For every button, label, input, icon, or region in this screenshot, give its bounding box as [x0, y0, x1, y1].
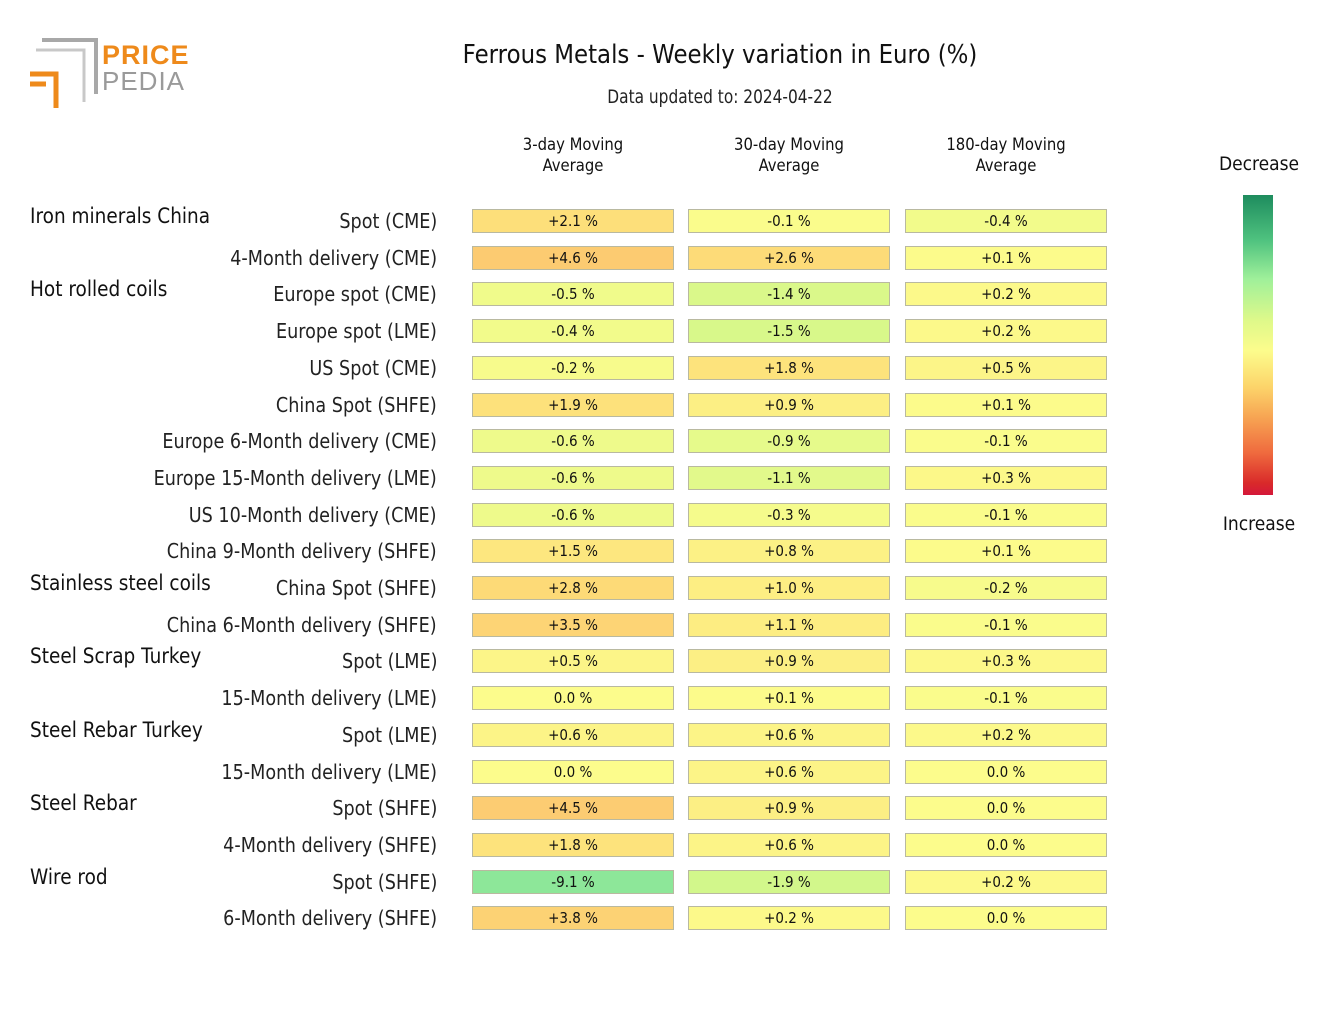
row-label: US Spot (CME): [309, 355, 437, 380]
row-label: Europe spot (CME): [273, 282, 437, 307]
heatmap-cell: +0.6 %: [688, 722, 890, 747]
heatmap-cell: +4.6 %: [472, 245, 674, 270]
heatmap-cell: +1.0 %: [688, 576, 890, 600]
heatmap-cell: +1.1 %: [688, 612, 890, 637]
heatmap-cell: -1.9 %: [688, 869, 890, 894]
heatmap-cell: +4.5 %: [472, 796, 674, 821]
group-label: Wire rod: [30, 864, 108, 889]
row-label: Spot (LME): [341, 722, 437, 747]
heatmap-cell: +0.9 %: [688, 392, 890, 417]
heatmap-cell: +0.5 %: [905, 355, 1107, 380]
heatmap-cell: 0.0 %: [905, 796, 1107, 821]
heatmap-cell: +0.1 %: [905, 392, 1107, 417]
heatmap-cell: -0.1 %: [905, 612, 1107, 637]
row-label: Spot (CME): [339, 209, 437, 233]
logo-word-price: PRICE: [102, 40, 190, 70]
group-label: Iron minerals China: [30, 204, 211, 228]
heatmap-cell: +2.1 %: [472, 209, 674, 233]
heatmap-cell: +2.6 %: [688, 245, 890, 270]
legend-increase-label: Increase: [1222, 513, 1296, 535]
group-label: Stainless steel coils: [30, 571, 211, 595]
heatmap-cell: +0.1 %: [905, 245, 1107, 270]
heatmap-cell: 0.0 %: [472, 759, 674, 784]
heatmap-cell: -0.9 %: [688, 429, 890, 454]
row-label: Spot (SHFE): [332, 796, 437, 821]
row-label: 6-Month delivery (SHFE): [223, 906, 437, 931]
heatmap-cell: +0.2 %: [905, 282, 1107, 307]
heatmap-cell: -0.6 %: [472, 429, 674, 454]
chart-subtitle: Data updated to: 2024-04-22: [607, 86, 833, 108]
heatmap-cell: +0.5 %: [472, 649, 674, 674]
heatmap-cell: +0.2 %: [905, 869, 1107, 894]
heatmap-cell: +3.5 %: [472, 612, 674, 637]
heatmap-cell: -0.6 %: [472, 465, 674, 490]
row-label: China 6-Month delivery (SHFE): [167, 612, 437, 637]
row-label: Europe spot (LME): [276, 319, 437, 344]
heatmap-cell: -1.1 %: [688, 465, 890, 490]
heatmap-cell: 0.0 %: [472, 686, 674, 711]
row-label: China Spot (SHFE): [276, 576, 437, 600]
pricepedia-logo-icon: [30, 38, 98, 108]
heatmap-cell: +0.1 %: [688, 686, 890, 711]
heatmap-cell: -0.4 %: [472, 319, 674, 344]
group-label: Steel Scrap Turkey: [30, 644, 202, 669]
heatmap-cell: +0.9 %: [688, 796, 890, 821]
heatmap-cell: +1.8 %: [472, 832, 674, 857]
row-label: Spot (LME): [341, 649, 437, 674]
heatmap-cell: -0.6 %: [472, 502, 674, 527]
legend-decrease-label: Decrease: [1218, 153, 1300, 175]
heatmap-cell: +0.3 %: [905, 649, 1107, 674]
heatmap-cell: -1.4 %: [688, 282, 890, 307]
heatmap-cell: +0.2 %: [905, 319, 1107, 344]
group-label: Steel Rebar Turkey: [30, 717, 203, 742]
heatmap-cell: -0.1 %: [905, 429, 1107, 454]
logo-word-pedia: PEDIA: [102, 66, 186, 96]
heatmap-cell: +0.2 %: [905, 722, 1107, 747]
heatmap-cell: -0.1 %: [905, 502, 1107, 527]
heatmap-cell: -1.5 %: [688, 319, 890, 344]
heatmap-cell: +0.2 %: [688, 906, 890, 931]
heatmap-cell: 0.0 %: [905, 759, 1107, 784]
heatmap-cell: +0.3 %: [905, 465, 1107, 490]
chart-title: Ferrous Metals - Weekly variation in Eur…: [462, 40, 978, 70]
pricepedia-logo: PRICE PEDIA: [28, 36, 190, 112]
heatmap-cell: -0.5 %: [472, 282, 674, 307]
row-label: 15-Month delivery (LME): [221, 759, 437, 784]
heatmap-cell: -0.4 %: [905, 209, 1107, 233]
row-label: Europe 6-Month delivery (CME): [162, 429, 437, 454]
heatmap-cell: -0.1 %: [688, 209, 890, 233]
row-label: China Spot (SHFE): [276, 392, 437, 417]
heatmap-cell: -0.2 %: [472, 355, 674, 380]
heatmap-cell: +0.8 %: [688, 539, 890, 564]
heatmap-cell: +1.5 %: [472, 539, 674, 564]
heatmap-cell: -0.3 %: [688, 502, 890, 527]
heatmap-cell: +0.6 %: [688, 832, 890, 857]
row-label: US 10-Month delivery (CME): [189, 502, 437, 527]
heatmap-cell: -9.1 %: [472, 869, 674, 894]
heatmap-cell: +0.6 %: [688, 759, 890, 784]
heatmap-cell: +0.1 %: [905, 539, 1107, 564]
heatmap-cell: +0.6 %: [472, 722, 674, 747]
heatmap-cell: +2.8 %: [472, 576, 674, 600]
heatmap-cell: +1.8 %: [688, 355, 890, 380]
row-label: Spot (SHFE): [332, 869, 437, 894]
group-label: Steel Rebar: [30, 791, 137, 816]
heatmap-cell: +0.9 %: [688, 649, 890, 674]
row-label: 4-Month delivery (CME): [230, 245, 437, 270]
heatmap-cell: 0.0 %: [905, 906, 1107, 931]
legend-color-scale: [1243, 195, 1273, 495]
heatmap-cell: -0.1 %: [905, 686, 1107, 711]
row-label: 15-Month delivery (LME): [221, 686, 437, 711]
column-header: 30-day Moving Average: [734, 135, 844, 175]
heatmap-cell: 0.0 %: [905, 832, 1107, 857]
row-label: Europe 15-Month delivery (LME): [153, 465, 437, 490]
heatmap-cell: +3.8 %: [472, 906, 674, 931]
row-label: 4-Month delivery (SHFE): [223, 832, 437, 857]
column-header: 3-day Moving Average: [522, 135, 624, 175]
heatmap-cell: -0.2 %: [905, 576, 1107, 600]
heatmap-cell: +1.9 %: [472, 392, 674, 417]
column-header: 180-day Moving Average: [946, 135, 1066, 175]
row-label: China 9-Month delivery (SHFE): [167, 539, 437, 564]
group-label: Hot rolled coils: [30, 277, 168, 302]
